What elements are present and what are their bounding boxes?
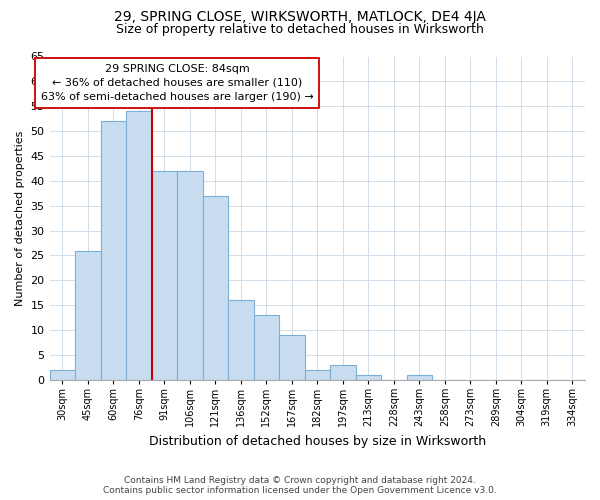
Bar xyxy=(279,335,305,380)
Text: Contains HM Land Registry data © Crown copyright and database right 2024.
Contai: Contains HM Land Registry data © Crown c… xyxy=(103,476,497,495)
X-axis label: Distribution of detached houses by size in Wirksworth: Distribution of detached houses by size … xyxy=(149,434,486,448)
Bar xyxy=(177,171,203,380)
Bar xyxy=(254,315,279,380)
Bar xyxy=(228,300,254,380)
Bar xyxy=(126,111,152,380)
Bar xyxy=(203,196,228,380)
Y-axis label: Number of detached properties: Number of detached properties xyxy=(15,130,25,306)
Bar xyxy=(101,121,126,380)
Bar xyxy=(330,365,356,380)
Text: Size of property relative to detached houses in Wirksworth: Size of property relative to detached ho… xyxy=(116,22,484,36)
Bar xyxy=(75,250,101,380)
Bar xyxy=(305,370,330,380)
Bar xyxy=(152,171,177,380)
Bar xyxy=(356,375,381,380)
Bar xyxy=(50,370,75,380)
Bar xyxy=(407,375,432,380)
Text: 29 SPRING CLOSE: 84sqm
← 36% of detached houses are smaller (110)
63% of semi-de: 29 SPRING CLOSE: 84sqm ← 36% of detached… xyxy=(41,64,313,102)
Text: 29, SPRING CLOSE, WIRKSWORTH, MATLOCK, DE4 4JA: 29, SPRING CLOSE, WIRKSWORTH, MATLOCK, D… xyxy=(114,10,486,24)
